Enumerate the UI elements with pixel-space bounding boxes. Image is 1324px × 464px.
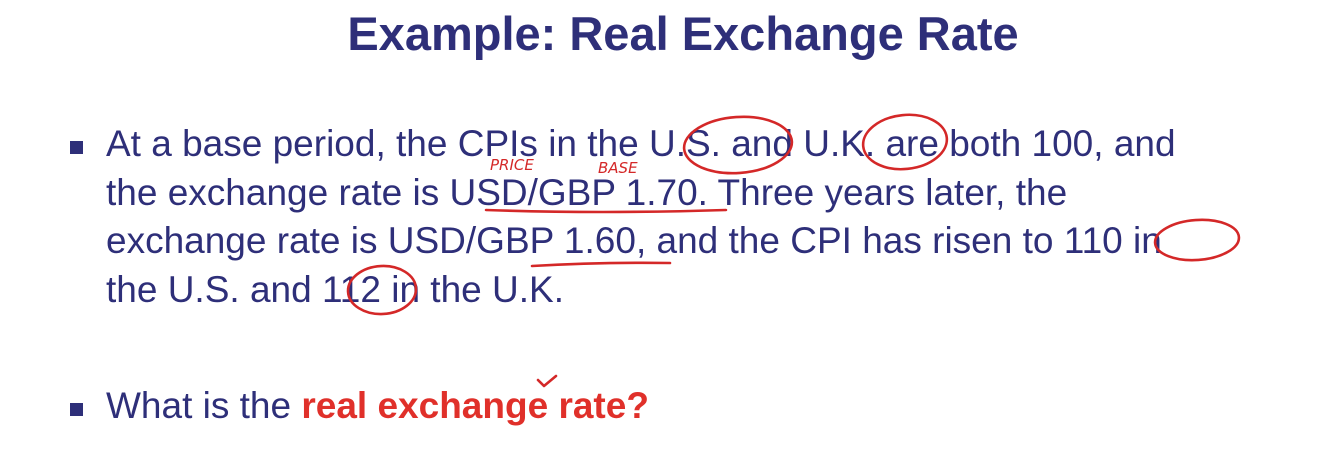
bullet-text-question: What is the real exchange rate? [106, 382, 649, 430]
question-text: What is the [106, 385, 302, 426]
question-emphasis: real exchange rate? [301, 385, 649, 426]
bullet-text-exchange-scenario: At a base period, the CPIs in the U.S. a… [106, 120, 1306, 314]
text-line: the U.S. and 112 in the U.K. [106, 268, 564, 310]
text-line: At a base period, the CPIs in the U.S. a… [106, 123, 1176, 164]
text-line: exchange rate is USD/GBP 1.60, and the C… [106, 220, 1162, 261]
slide-title: Example: Real Exchange Rate [347, 7, 1019, 60]
text-line: the exchange rate is USD/GBP 1.70. Three… [106, 171, 1068, 213]
bullet-marker [70, 403, 83, 416]
bullet-marker [70, 141, 83, 154]
